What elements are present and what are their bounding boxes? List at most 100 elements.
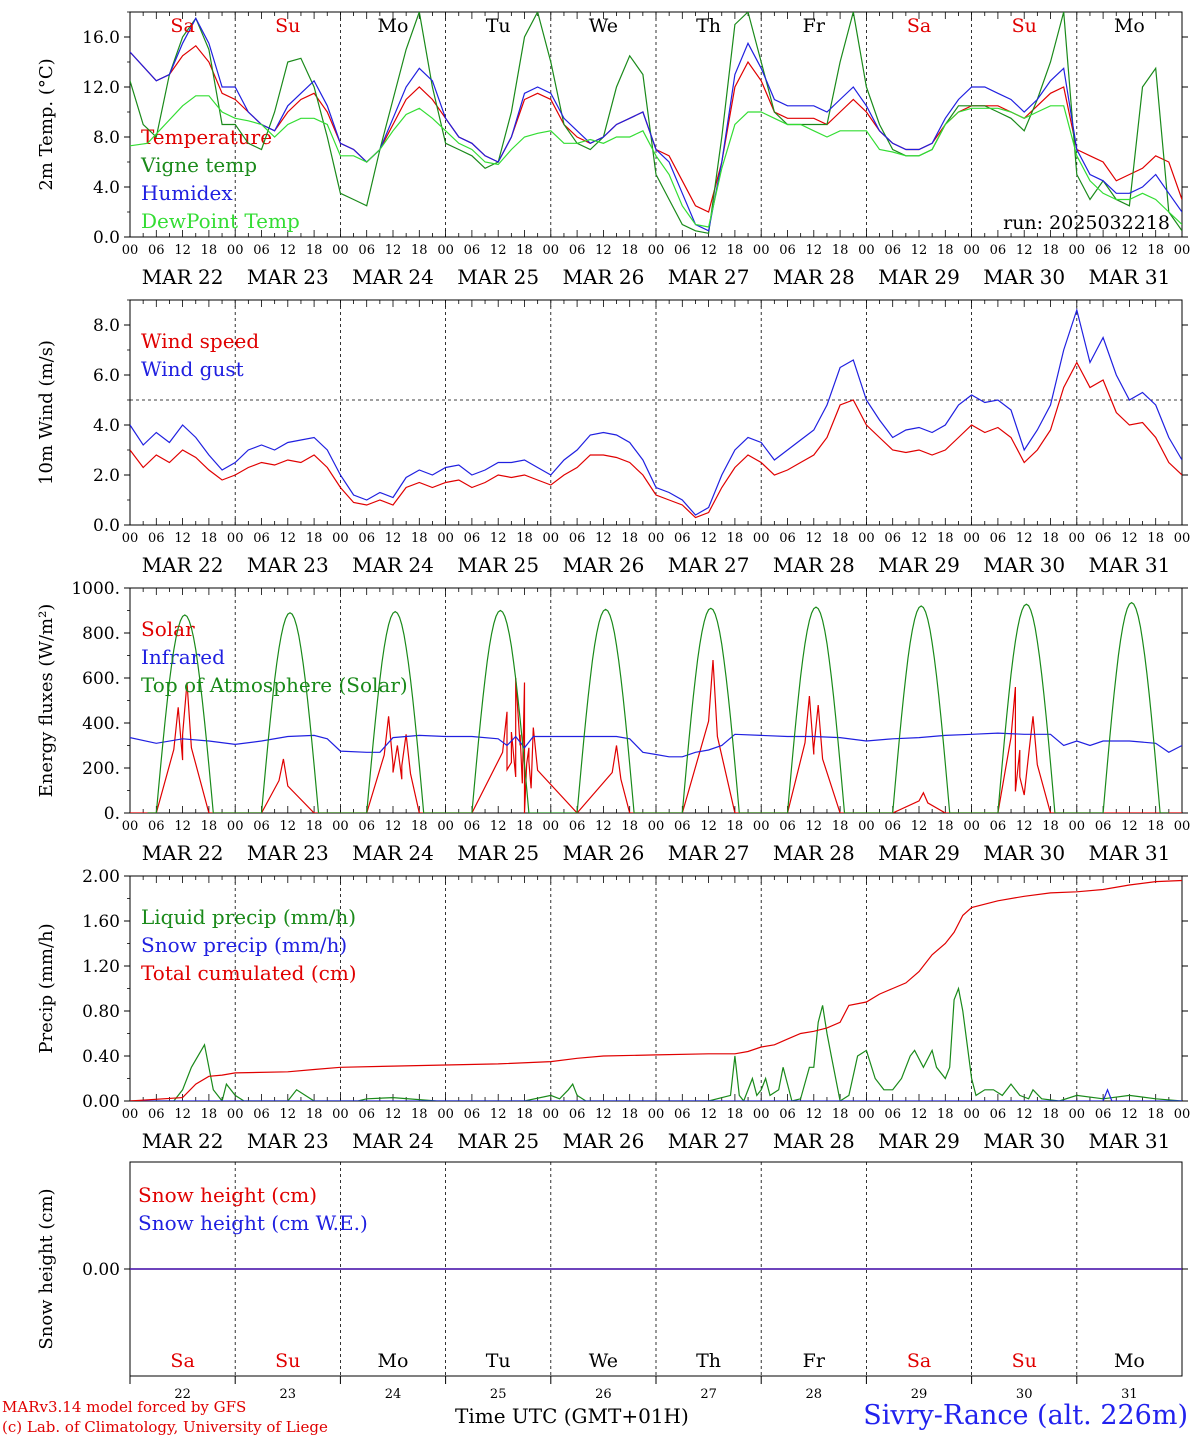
weekday-label: Mo — [378, 1350, 409, 1372]
x-hour-label: 12 — [911, 819, 928, 834]
x-hour-label: 18 — [306, 531, 323, 546]
x-hour-label: 18 — [832, 243, 849, 258]
x-hour-label: 00 — [122, 819, 139, 834]
x-hour-label: 12 — [806, 819, 823, 834]
x-hour-label: 18 — [1042, 243, 1059, 258]
x-hour-label: 12 — [700, 531, 717, 546]
weekday-label: Mo — [378, 15, 409, 37]
y-tick-label: 8.0 — [93, 316, 120, 336]
x-hour-label: 18 — [516, 819, 533, 834]
x-hour-label: 12 — [595, 531, 612, 546]
x-hour-label: 12 — [1121, 243, 1138, 258]
x-hour-label: 06 — [990, 243, 1007, 258]
x-hour-label: 18 — [411, 243, 428, 258]
location-title: Sivry-Rance (alt. 226m) — [863, 1400, 1188, 1431]
x-day-label: MAR 31 — [1089, 841, 1171, 865]
x-hour-label: 00 — [1174, 243, 1191, 258]
x-hour-label: 18 — [727, 819, 744, 834]
x-hour-label: 00 — [332, 819, 349, 834]
x-hour-label: 12 — [490, 819, 507, 834]
series-line-vigne-temp — [130, 12, 1182, 235]
legend-entry: Total cumulated (cm) — [141, 961, 357, 985]
y-tick-label: 0.80 — [82, 1002, 120, 1022]
x-hour-label: 18 — [727, 243, 744, 258]
y-tick-label: 2.00 — [82, 867, 120, 887]
y-tick-label: 0. — [104, 804, 120, 824]
x-hour-label: 12 — [385, 819, 402, 834]
y-tick-label: 0.0 — [93, 516, 120, 536]
y-tick-label: 0.0 — [93, 228, 120, 248]
weekday-label: Sa — [907, 1350, 931, 1372]
x-hour-label: 12 — [1121, 1107, 1138, 1122]
x-hour-label: 06 — [990, 531, 1007, 546]
x-day-label: MAR 26 — [563, 265, 645, 289]
x-day-label: MAR 22 — [142, 1129, 224, 1153]
x-day-number: 25 — [490, 1387, 507, 1402]
x-hour-label: 06 — [884, 531, 901, 546]
x-axis-title: Time UTC (GMT+01H) — [455, 1404, 689, 1428]
model-credit: MARv3.14 model forced by GFS — [2, 1398, 247, 1416]
run-label: run: 2025032218 — [1003, 212, 1170, 234]
x-hour-label: 00 — [648, 531, 665, 546]
legend-entry: Solar — [141, 617, 195, 641]
x-day-number: 30 — [1016, 1387, 1033, 1402]
weekday-label: We — [589, 15, 618, 37]
x-hour-label: 00 — [753, 531, 770, 546]
y-axis-label: Snow height (cm) — [36, 1188, 57, 1349]
series-line-dewpoint-temp — [130, 95, 1182, 228]
x-day-label: MAR 25 — [457, 265, 539, 289]
weekday-label: Tu — [486, 15, 511, 37]
x-hour-label: 00 — [1174, 531, 1191, 546]
weekday-label: Su — [275, 15, 300, 37]
x-hour-label: 18 — [201, 243, 218, 258]
x-hour-label: 06 — [464, 243, 481, 258]
x-hour-label: 18 — [516, 1107, 533, 1122]
x-hour-label: 00 — [437, 819, 454, 834]
series-line-wind-gust — [130, 307, 1182, 516]
series-line-infrared — [130, 732, 1182, 758]
x-day-label: MAR 26 — [563, 841, 645, 865]
series-line-total-cumulated-cm- — [130, 879, 1182, 1101]
series-line-snow-precip-mm-h- — [130, 1088, 1182, 1101]
x-hour-label: 12 — [385, 243, 402, 258]
x-hour-label: 12 — [490, 531, 507, 546]
x-hour-label: 00 — [437, 1107, 454, 1122]
x-hour-label: 12 — [280, 819, 297, 834]
x-hour-label: 18 — [621, 1107, 638, 1122]
x-day-label: MAR 22 — [142, 265, 224, 289]
x-hour-label: 00 — [648, 819, 665, 834]
weekday-label: Su — [1012, 1350, 1037, 1372]
x-hour-label: 06 — [148, 243, 165, 258]
x-day-label: MAR 23 — [247, 265, 329, 289]
x-day-label: MAR 26 — [563, 553, 645, 577]
x-day-label: MAR 23 — [247, 1129, 329, 1153]
x-hour-label: 00 — [1069, 243, 1086, 258]
x-hour-label: 00 — [858, 243, 875, 258]
series-line-wind-speed — [130, 361, 1182, 519]
x-hour-label: 18 — [937, 819, 954, 834]
x-hour-label: 00 — [753, 243, 770, 258]
x-hour-label: 00 — [227, 243, 244, 258]
x-hour-label: 18 — [937, 531, 954, 546]
x-hour-label: 12 — [174, 531, 191, 546]
series-line-solar — [130, 659, 1182, 813]
panel-frame — [129, 587, 1183, 814]
x-hour-label: 12 — [174, 1107, 191, 1122]
x-hour-label: 18 — [1147, 819, 1164, 834]
x-day-label: MAR 22 — [142, 841, 224, 865]
x-hour-label: 12 — [385, 531, 402, 546]
y-tick-label: 1.20 — [82, 957, 120, 977]
x-hour-label: 06 — [358, 531, 375, 546]
x-hour-label: 06 — [1095, 531, 1112, 546]
x-hour-label: 06 — [779, 243, 796, 258]
x-hour-label: 00 — [227, 1107, 244, 1122]
x-hour-label: 12 — [174, 819, 191, 834]
x-hour-label: 18 — [1147, 531, 1164, 546]
weekday-label: Fr — [803, 15, 826, 37]
x-hour-label: 18 — [621, 819, 638, 834]
x-hour-label: 12 — [911, 531, 928, 546]
x-hour-label: 06 — [779, 531, 796, 546]
x-day-label: MAR 27 — [668, 553, 750, 577]
x-day-label: MAR 24 — [352, 841, 434, 865]
